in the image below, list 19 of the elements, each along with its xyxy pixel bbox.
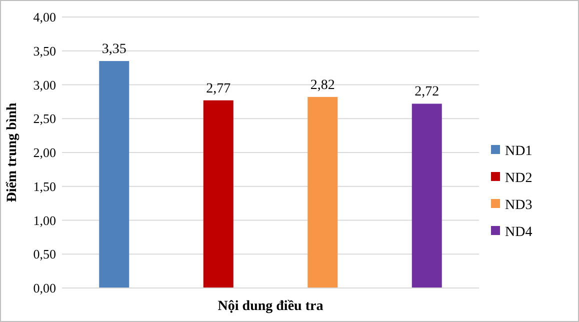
y-tick-label: 0,50 — [33, 246, 56, 262]
data-label: 2,72 — [414, 84, 440, 100]
y-tick-label: 2,50 — [33, 111, 56, 126]
data-label: 3,35 — [102, 42, 126, 58]
y-tick-label: 4,00 — [33, 10, 56, 25]
legend-label: ND2 — [505, 170, 532, 186]
y-tick-label: 3,00 — [33, 77, 56, 92]
y-tick-label: 2,00 — [33, 145, 56, 160]
x-axis-title: Nội dung điều tra — [218, 299, 324, 314]
y-tick-label: 0,00 — [33, 280, 56, 296]
data-label: 2,82 — [310, 78, 335, 93]
legend-label: ND3 — [505, 198, 532, 213]
legend-label: ND4 — [505, 224, 532, 240]
y-tick-label: 1,00 — [33, 212, 56, 228]
legend-label: ND1 — [505, 144, 532, 159]
y-tick-label: 1,50 — [33, 178, 56, 194]
y-axis-title: Điểm trung bình — [5, 102, 20, 202]
data-label: 2,77 — [206, 81, 231, 96]
y-tick-label: 3,50 — [33, 43, 56, 58]
